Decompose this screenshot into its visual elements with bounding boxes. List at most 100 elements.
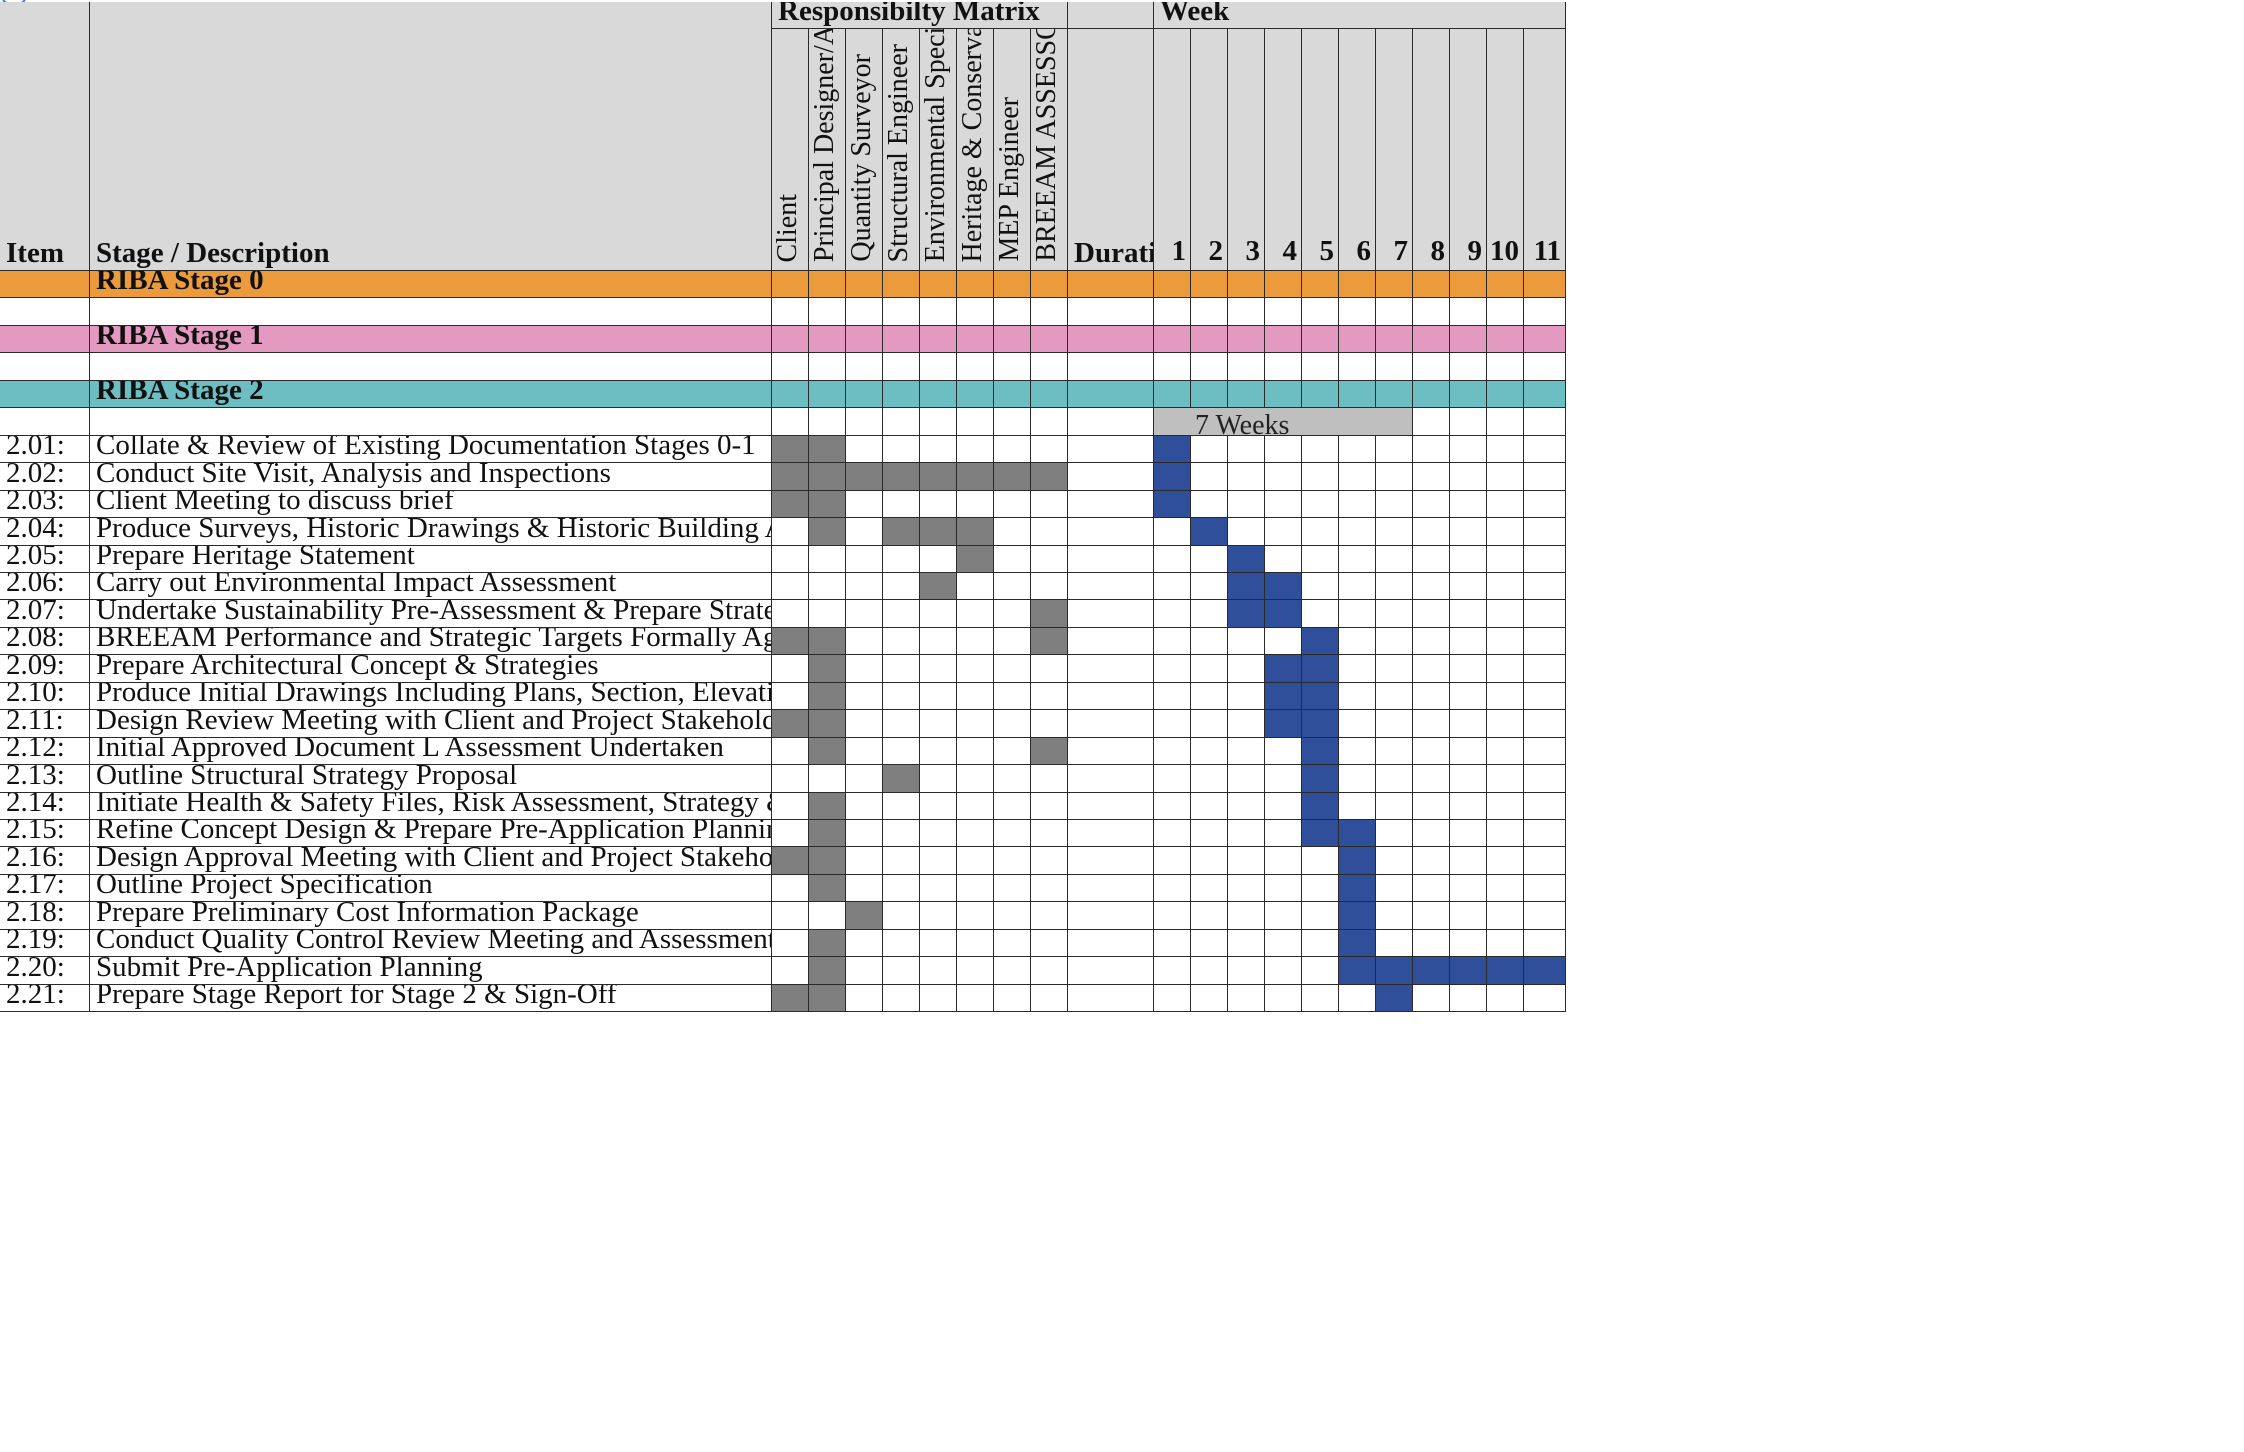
week-cell — [1413, 436, 1450, 463]
stage-row-week-cell — [1265, 381, 1302, 408]
role-assigned-cell — [772, 985, 809, 1012]
role-assigned-cell — [809, 820, 846, 847]
task-description: Outline Project Specification — [90, 875, 772, 902]
gantt-bar-cell — [1524, 957, 1566, 985]
task-item-number: 2.12: — [0, 738, 90, 765]
role-cell — [1031, 957, 1068, 985]
role-cell — [920, 683, 957, 710]
role-cell — [920, 436, 957, 463]
week-cell — [1228, 902, 1265, 930]
task-item-number: 2.01: — [0, 436, 90, 463]
week-cell — [1302, 600, 1339, 628]
week-cell — [1228, 436, 1265, 463]
stage-row-week-cell — [1524, 271, 1566, 298]
week-cell — [1487, 573, 1524, 600]
week-cell — [1487, 491, 1524, 518]
task-description: Undertake Sustainability Pre-Assessment … — [90, 600, 772, 628]
week-cell — [1154, 546, 1191, 573]
role-cell — [957, 710, 994, 738]
role-cell — [1031, 573, 1068, 600]
role-cell — [994, 820, 1031, 847]
role-assigned-cell — [920, 518, 957, 546]
week-cell — [1302, 902, 1339, 930]
week-cell — [1191, 628, 1228, 655]
week-header: 3 — [1228, 29, 1265, 271]
stage-row-role-cell — [772, 271, 809, 298]
week-cell — [1191, 573, 1228, 600]
role-cell — [957, 847, 994, 875]
role-cell — [957, 957, 994, 985]
task-duration — [1068, 765, 1154, 793]
week-cell — [1302, 985, 1339, 1012]
week-cell — [1376, 765, 1413, 793]
role-cell — [846, 820, 883, 847]
week-cell — [1339, 628, 1376, 655]
task-duration — [1068, 985, 1154, 1012]
blank-row-role-cell — [809, 298, 846, 326]
week-cell — [1413, 600, 1450, 628]
stage-row-duration — [1068, 326, 1154, 353]
role-cell — [920, 655, 957, 683]
stage-row-item — [0, 271, 90, 298]
stage-row-item — [0, 381, 90, 408]
gantt-bar-cell — [1302, 820, 1339, 847]
role-cell — [809, 902, 846, 930]
role-assigned-cell — [809, 793, 846, 820]
week-header: 6 — [1339, 29, 1376, 271]
task-item-number: 2.16: — [0, 847, 90, 875]
week-cell — [1154, 738, 1191, 765]
role-cell — [994, 683, 1031, 710]
role-cell — [883, 710, 920, 738]
role-cell — [994, 957, 1031, 985]
role-cell — [772, 683, 809, 710]
role-cell — [1031, 985, 1068, 1012]
blank-row-item — [0, 408, 90, 436]
blank-row-week-cell — [1339, 353, 1376, 381]
gantt-bar-cell — [1228, 546, 1265, 573]
week-cell — [1376, 491, 1413, 518]
role-cell — [1031, 930, 1068, 957]
task-item-number: 2.06: — [0, 573, 90, 600]
week-cell — [1265, 436, 1302, 463]
role-header-label: Heritage & Conservation — [957, 29, 988, 262]
stage-row-week-cell — [1524, 326, 1566, 353]
week-cell — [1228, 683, 1265, 710]
role-assigned-cell — [994, 463, 1031, 491]
role-assigned-cell — [883, 463, 920, 491]
week-cell — [1524, 875, 1566, 902]
role-cell — [846, 875, 883, 902]
task-description: Carry out Environmental Impact Assessmen… — [90, 573, 772, 600]
week-cell — [1524, 985, 1566, 1012]
role-cell — [846, 628, 883, 655]
blank-row-week-cell — [1339, 298, 1376, 326]
role-header-label: MEP Engineer — [994, 97, 1025, 262]
blank-row-duration — [1068, 353, 1154, 381]
week-cell — [1154, 518, 1191, 546]
week-cell — [1339, 655, 1376, 683]
week-cell — [1339, 985, 1376, 1012]
task-description: Submit Pre-Application Planning — [90, 957, 772, 985]
role-cell — [809, 573, 846, 600]
blank-row-role-cell — [1031, 353, 1068, 381]
role-assigned-cell — [772, 847, 809, 875]
week-cell — [1487, 875, 1524, 902]
blank-row-week-cell — [1487, 408, 1524, 436]
task-duration — [1068, 847, 1154, 875]
role-cell — [994, 600, 1031, 628]
role-assigned-cell — [957, 518, 994, 546]
week-cell — [1413, 491, 1450, 518]
blank-row-role-cell — [846, 408, 883, 436]
stage-row-week-cell — [1487, 271, 1524, 298]
task-duration — [1068, 902, 1154, 930]
role-assigned-cell — [809, 436, 846, 463]
task-duration — [1068, 793, 1154, 820]
role-assigned-cell — [846, 463, 883, 491]
task-item-number: 2.20: — [0, 957, 90, 985]
task-duration — [1068, 710, 1154, 738]
role-header-label: Client — [772, 193, 803, 262]
role-cell — [994, 628, 1031, 655]
stage-row-week-cell — [1524, 381, 1566, 408]
role-assigned-cell — [1031, 600, 1068, 628]
week-cell — [1265, 628, 1302, 655]
week-cell — [1450, 600, 1487, 628]
